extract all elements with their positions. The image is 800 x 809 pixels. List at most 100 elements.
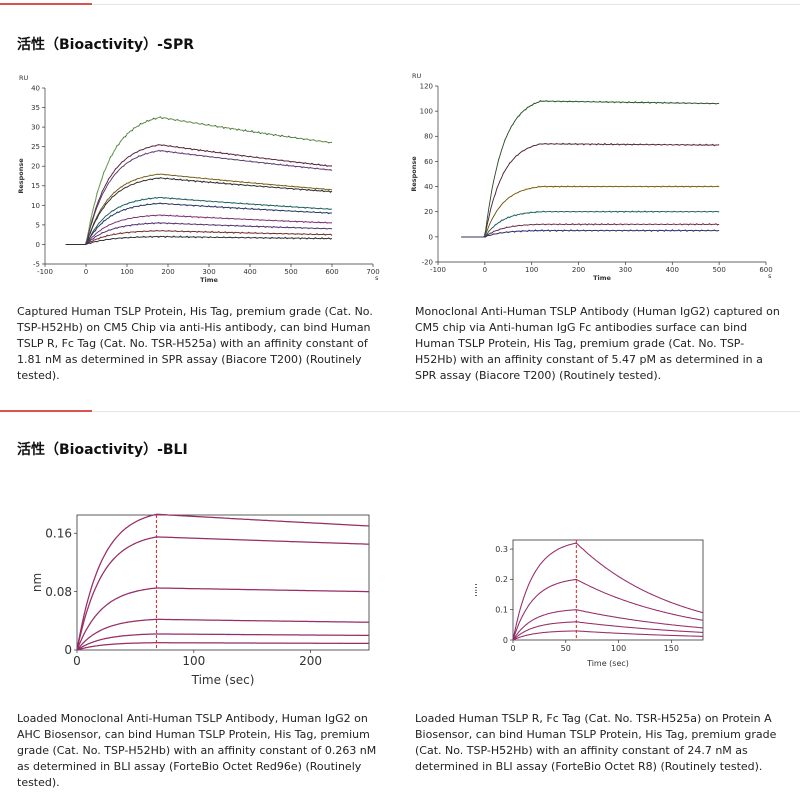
fit-line: [65, 173, 333, 245]
x-tick-label: 700: [366, 268, 379, 276]
section-title-spr: 活性（Bioactivity）-SPR: [17, 37, 195, 53]
x-unit-label: s: [768, 272, 772, 280]
fit-line: [76, 536, 370, 651]
series-line: [65, 116, 333, 245]
y-tick-label: 20: [31, 163, 40, 171]
series-line: [76, 513, 370, 651]
x-tick-label: 0: [84, 268, 88, 276]
fit-line: [65, 230, 333, 245]
x-tick-label: 300: [619, 266, 632, 274]
x-tick-label: 0: [510, 644, 515, 653]
x-tick-label: 500: [712, 266, 725, 274]
x-tick-label: 200: [299, 654, 322, 668]
plot-frame: [76, 514, 370, 651]
fit-line: [461, 100, 720, 238]
y-tick-label: 100: [420, 108, 433, 116]
x-axis-label: Time (sec): [191, 673, 255, 687]
fit-line: [65, 144, 333, 245]
caption-spr-1: Captured Human TSLP Protein, His Tag, pr…: [17, 305, 373, 382]
y-tick-label: 5: [36, 221, 40, 229]
series-line: [76, 587, 369, 651]
fit-line: [65, 203, 333, 245]
y-axis-label: Response: [410, 156, 418, 192]
x-tick-label: 300: [202, 268, 215, 276]
x-tick-label: 100: [611, 644, 626, 653]
x-unit-label: s: [375, 274, 379, 282]
x-tick-label: 400: [243, 268, 256, 276]
divider-top: [0, 4, 800, 5]
y-tick-label: 0.08: [45, 585, 72, 599]
fit-line: [76, 587, 369, 651]
y-tick-label: 10: [31, 202, 40, 210]
fit-line: [512, 621, 703, 641]
y-tick-label: 15: [31, 182, 40, 190]
fit-line: [461, 211, 720, 238]
fit-line: [65, 214, 332, 245]
x-tick-label: 200: [161, 268, 174, 276]
x-tick-label: 50: [561, 644, 571, 653]
y-tick-label: 25: [31, 143, 40, 151]
fit-line: [65, 117, 333, 245]
fit-line: [65, 236, 332, 245]
y-tick-label: 0: [64, 643, 72, 657]
fit-line: [76, 633, 369, 651]
y-tick-label: 0.2: [495, 575, 508, 584]
fit-line: [461, 223, 720, 238]
bli-chart-2: 0 50 100 150 0 0.1 0.2 0.3 Time (sec) nm: [475, 539, 704, 668]
y-tick-label: 60: [424, 158, 433, 166]
y-tick-label: 40: [424, 183, 433, 191]
x-axis-label: Time (sec): [586, 659, 629, 668]
fit-line: [461, 230, 720, 238]
fit-line: [512, 630, 704, 641]
caption-spr-2: Monoclonal Anti-Human TSLP Antibody (Hum…: [415, 305, 780, 382]
x-tick-label: 500: [284, 268, 297, 276]
caption-bli-1: Loaded Monoclonal Anti-Human TSLP Antibo…: [17, 712, 377, 789]
y-tick-label: 0.3: [495, 545, 508, 554]
spr-chart-2: -100 0 100 200 300 400 500 600 -20 0 20 40 60 80 100 12…: [410, 72, 773, 282]
x-axis-label: Time: [593, 274, 611, 282]
y-axis-label: nm: [30, 573, 44, 592]
fit-line: [512, 579, 704, 641]
y-axis-label: nm: [475, 583, 479, 596]
fit-line: [512, 609, 704, 641]
fit-line: [461, 186, 720, 238]
y-tick-label: -5: [33, 260, 40, 268]
x-tick-label: 150: [664, 644, 679, 653]
x-tick-label: -100: [37, 268, 53, 276]
series-line: [461, 99, 720, 238]
y-tick-label: 80: [424, 133, 433, 141]
y-tick-label: 120: [420, 82, 433, 90]
x-tick-label: 100: [525, 266, 538, 274]
x-tick-label: 0: [483, 266, 487, 274]
y-tick-label: 30: [31, 124, 40, 132]
y-tick-label: 35: [31, 104, 40, 112]
y-tick-label: 20: [424, 208, 433, 216]
spr-chart-1: -100 0 100 200 300 400 500 600 700 -5 0 5 10 15 20 25 30…: [17, 74, 380, 284]
fit-line: [76, 618, 370, 651]
y-tick-label: 0: [36, 241, 40, 249]
x-tick-label: 600: [759, 266, 772, 274]
x-tick-label: -100: [430, 266, 446, 274]
x-tick-label: 100: [120, 268, 133, 276]
fit-line: [461, 143, 720, 238]
fit-line: [512, 542, 704, 641]
x-tick-label: 400: [666, 266, 679, 274]
section-accent-bli: [0, 410, 92, 412]
y-tick-label: 0.1: [495, 605, 508, 614]
x-tick-label: 200: [572, 266, 585, 274]
plot-frame: [512, 539, 704, 641]
unit-label: RU: [19, 74, 29, 82]
section-accent-spr: [0, 3, 92, 5]
series-line: [65, 149, 333, 245]
x-tick-label: 0: [73, 654, 81, 668]
y-tick-label: 0: [429, 233, 433, 241]
y-tick-label: 40: [31, 84, 40, 92]
section-title-bli: 活性（Bioactivity）-BLI: [17, 442, 188, 458]
fit-line: [65, 222, 332, 245]
y-tick-label: 0: [503, 636, 508, 645]
bli-chart-1: 0 100 200 0 0.08 0.16 Time (sec) nm: [30, 513, 370, 687]
fit-line: [76, 642, 369, 651]
divider-bli: [0, 411, 800, 412]
fit-line: [65, 150, 333, 245]
y-tick-label: -20: [422, 258, 433, 266]
